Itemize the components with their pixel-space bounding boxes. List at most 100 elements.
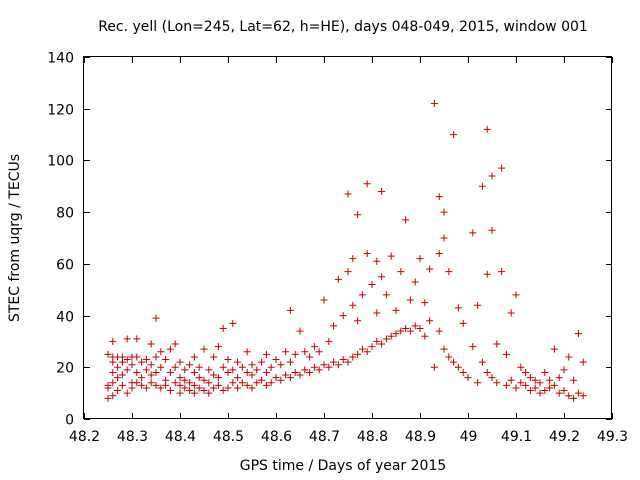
data-point <box>430 363 438 371</box>
data-point <box>363 180 371 188</box>
data-point <box>325 363 333 371</box>
data-point <box>190 381 198 389</box>
data-point <box>219 387 227 395</box>
data-point <box>291 350 299 358</box>
data-point <box>142 366 150 374</box>
data-point <box>459 319 467 327</box>
data-point <box>488 226 496 234</box>
data-point <box>234 384 242 392</box>
data-point <box>123 389 131 397</box>
data-point <box>522 368 530 376</box>
data-point <box>344 358 352 366</box>
data-point <box>176 381 184 389</box>
data-point <box>334 275 342 283</box>
data-point <box>349 353 357 361</box>
data-point <box>296 371 304 379</box>
data-point <box>277 376 285 384</box>
data-point <box>358 345 366 353</box>
data-point <box>344 268 352 276</box>
data-point <box>162 376 170 384</box>
data-point <box>315 348 323 356</box>
data-point <box>411 278 419 286</box>
data-point <box>248 384 256 392</box>
data-point <box>536 379 544 387</box>
data-point <box>354 350 362 358</box>
data-point <box>166 387 174 395</box>
data-point <box>430 100 438 108</box>
data-point <box>262 350 270 358</box>
data-point <box>176 374 184 382</box>
data-point <box>118 381 126 389</box>
x-tick-labels: 48.2 48.3 48.4 48.5 48.6 48.7 48.8 48.9 49 49.1 49… <box>69 429 628 445</box>
data-point <box>373 309 381 317</box>
data-point <box>387 252 395 260</box>
data-point <box>224 356 232 364</box>
data-point <box>344 190 352 198</box>
data-point <box>253 379 261 387</box>
data-point <box>138 374 146 382</box>
data-point <box>421 299 429 307</box>
data-point <box>478 182 486 190</box>
data-point <box>186 361 194 369</box>
data-point <box>474 379 482 387</box>
data-point <box>354 317 362 325</box>
data-point <box>186 379 194 387</box>
data-point <box>483 270 491 278</box>
data-point <box>282 348 290 356</box>
data-point <box>445 353 453 361</box>
plot-frame <box>83 56 612 419</box>
x-tick-label: 48.6 <box>261 429 292 445</box>
data-point <box>397 268 405 276</box>
data-point <box>541 368 549 376</box>
data-point <box>363 348 371 356</box>
data-point <box>210 371 218 379</box>
y-tick-label: 60 <box>56 258 74 274</box>
data-point <box>378 273 386 281</box>
data-point <box>387 332 395 340</box>
data-point <box>349 301 357 309</box>
data-point <box>272 356 280 364</box>
data-point <box>181 376 189 384</box>
data-point <box>253 366 261 374</box>
data-point <box>454 363 462 371</box>
data-point <box>570 376 578 384</box>
data-point <box>210 353 218 361</box>
data-point <box>373 257 381 265</box>
data-point <box>147 340 155 348</box>
data-point <box>272 374 280 382</box>
data-point <box>440 234 448 242</box>
data-point <box>234 358 242 366</box>
data-point <box>200 376 208 384</box>
data-point <box>440 208 448 216</box>
data-point <box>238 363 246 371</box>
data-point <box>507 309 515 317</box>
data-point <box>301 366 309 374</box>
data-point <box>306 353 314 361</box>
data-point <box>286 306 294 314</box>
data-point <box>123 366 131 374</box>
data-point <box>325 337 333 345</box>
data-point <box>171 379 179 387</box>
data-point <box>493 379 501 387</box>
data-point <box>469 343 477 351</box>
data-point <box>286 374 294 382</box>
data-point <box>339 312 347 320</box>
data-point <box>195 384 203 392</box>
data-point <box>483 368 491 376</box>
data-point <box>190 389 198 397</box>
data-point <box>258 376 266 384</box>
y-tick-label: 100 <box>47 154 74 170</box>
data-point <box>416 325 424 332</box>
data-point <box>301 348 309 356</box>
data-point <box>195 363 203 371</box>
data-point <box>306 368 314 376</box>
data-point <box>435 327 443 335</box>
data-point <box>354 211 362 219</box>
x-tick-label: 48.4 <box>165 429 196 445</box>
data-point <box>219 325 227 332</box>
y-tick-label: 80 <box>56 206 74 222</box>
data-point <box>190 368 198 376</box>
x-tick-label: 48.5 <box>213 429 244 445</box>
data-point <box>416 255 424 263</box>
